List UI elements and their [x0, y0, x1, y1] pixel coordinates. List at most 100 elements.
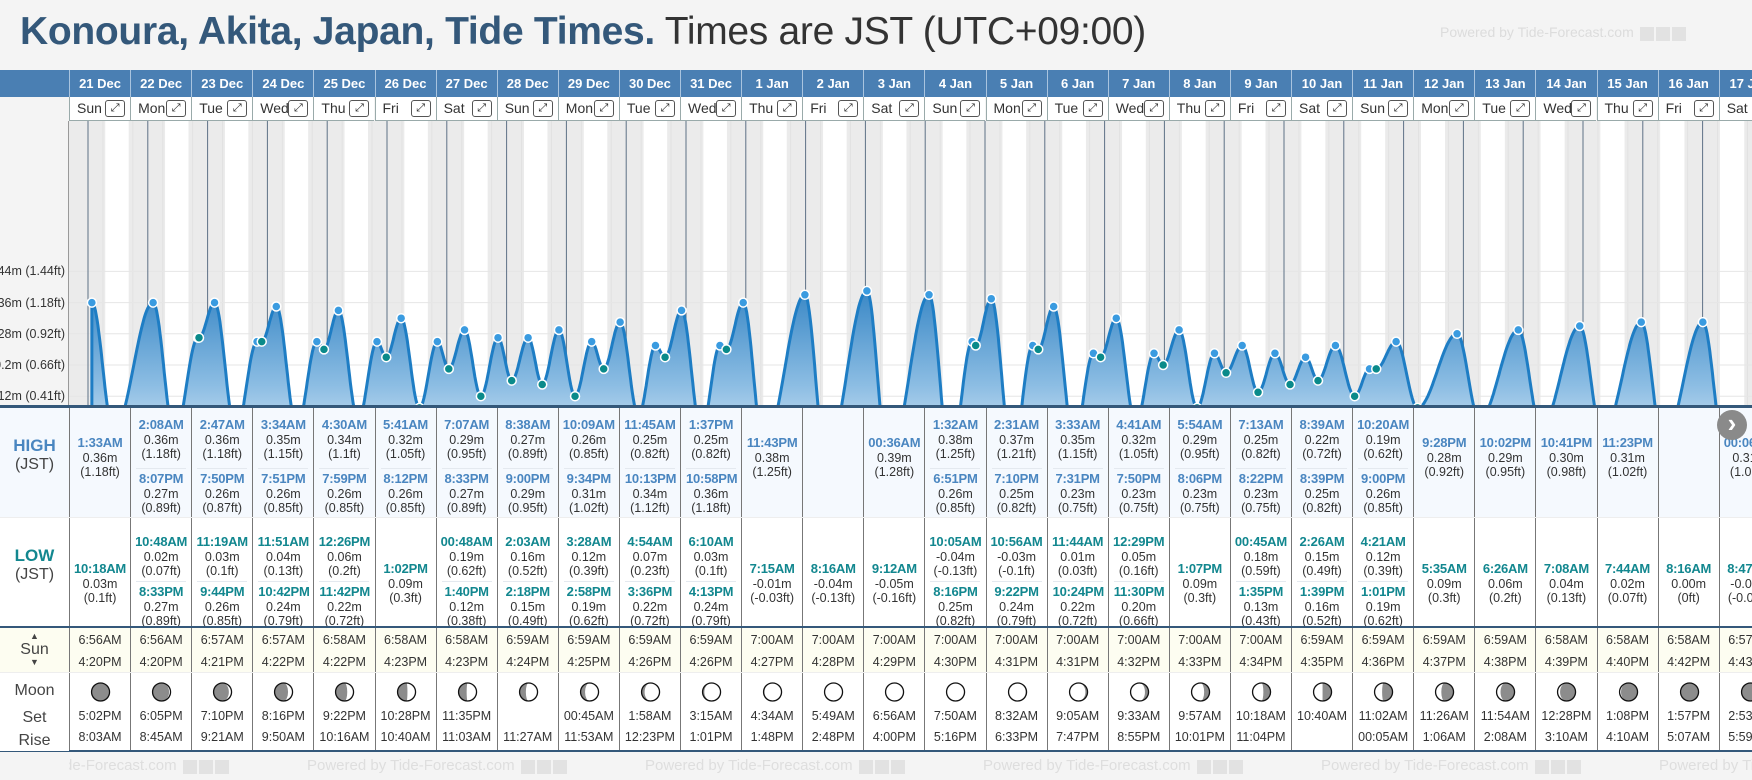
low-tide-point[interactable] — [659, 351, 671, 363]
low-tide-point[interactable] — [970, 340, 981, 351]
expand-day-icon[interactable]: ⤢ — [166, 100, 187, 117]
high-tide-point[interactable] — [492, 332, 504, 343]
expand-day-icon[interactable]: ⤢ — [899, 100, 920, 117]
expand-day-icon[interactable]: ⤢ — [960, 100, 981, 117]
high-tide-point[interactable] — [737, 297, 749, 308]
high-tide-point[interactable] — [1300, 351, 1311, 363]
high-tide-point[interactable] — [371, 336, 383, 347]
low-tide-point[interactable] — [193, 332, 205, 343]
high-tide-point[interactable] — [432, 336, 443, 347]
expand-day-icon[interactable]: ⤢ — [654, 100, 675, 117]
high-tide-point[interactable] — [1574, 320, 1585, 332]
low-tide-point[interactable] — [1157, 359, 1169, 371]
expand-day-icon[interactable]: ⤢ — [1571, 100, 1592, 117]
high-tide-point[interactable] — [1111, 312, 1122, 324]
high-tide-point[interactable] — [1390, 336, 1402, 347]
high-tide-point[interactable] — [923, 289, 935, 301]
low-tide-point[interactable] — [1370, 363, 1382, 375]
low-tide-point[interactable] — [415, 402, 424, 405]
high-tide-point[interactable] — [676, 305, 687, 316]
high-tide-point[interactable] — [1697, 316, 1709, 328]
expand-day-icon[interactable]: ⤢ — [716, 100, 737, 117]
expand-day-icon[interactable]: ⤢ — [349, 100, 370, 117]
high-tide-point[interactable] — [614, 316, 626, 328]
expand-day-icon[interactable]: ⤢ — [593, 100, 614, 117]
low-tide-point[interactable] — [1312, 375, 1324, 386]
expand-day-icon[interactable]: ⤢ — [1143, 100, 1164, 117]
expand-day-icon[interactable]: ⤢ — [105, 100, 126, 117]
high-tide-point[interactable] — [1173, 324, 1185, 336]
high-tide-point[interactable] — [522, 332, 534, 343]
low-tide-point[interactable] — [1284, 379, 1296, 390]
high-tide-point[interactable] — [861, 285, 873, 297]
powered-by-link[interactable]: Powered by Tide-Forecast.com — [1440, 24, 1688, 42]
low-tide-point[interactable] — [598, 363, 609, 375]
low-tide-point[interactable] — [256, 336, 268, 347]
high-tide-point[interactable] — [1236, 340, 1248, 351]
low-tide-point[interactable] — [1032, 344, 1044, 355]
footer-powered-by[interactable]: Powered by Tide-Forecast.com — [645, 757, 907, 775]
high-tide-point[interactable] — [586, 336, 597, 347]
low-tide-point[interactable] — [475, 390, 487, 402]
expand-day-icon[interactable]: ⤢ — [1327, 100, 1348, 117]
high-tide-point[interactable] — [1513, 324, 1524, 336]
expand-day-icon[interactable]: ⤢ — [288, 100, 309, 117]
expand-day-icon[interactable]: ⤢ — [471, 100, 492, 117]
low-tide-point[interactable] — [1252, 387, 1264, 398]
high-tide-point[interactable] — [1636, 316, 1647, 328]
expand-day-icon[interactable]: ⤢ — [1021, 100, 1042, 117]
low-tide-point[interactable] — [721, 344, 732, 355]
next-days-button[interactable]: › — [1717, 410, 1747, 440]
day-date: 15 Jan — [1596, 70, 1658, 97]
expand-day-icon[interactable]: ⤢ — [227, 100, 248, 117]
expand-day-icon[interactable]: ⤢ — [1632, 100, 1653, 117]
footer-powered-by[interactable]: Powered by Tide-Forecast.com — [1321, 757, 1583, 775]
expand-day-icon[interactable]: ⤢ — [532, 100, 553, 117]
high-tide-point[interactable] — [459, 324, 470, 336]
low-tide-point[interactable] — [381, 351, 392, 363]
low-tide-point[interactable] — [536, 379, 548, 390]
expand-day-icon[interactable]: ⤢ — [410, 100, 431, 117]
high-tide-point[interactable] — [271, 301, 282, 312]
high-tide-point[interactable] — [986, 293, 997, 304]
high-tide-point[interactable] — [86, 297, 98, 308]
high-tide-point[interactable] — [1209, 348, 1220, 359]
low-tide-point[interactable] — [1095, 351, 1106, 363]
high-tide-point[interactable] — [209, 297, 220, 308]
high-tide-point[interactable] — [1148, 348, 1160, 359]
high-tide-point[interactable] — [1048, 301, 1059, 312]
expand-day-icon[interactable]: ⤢ — [1265, 100, 1286, 117]
low-tide-point[interactable] — [1413, 402, 1422, 405]
expand-day-icon[interactable]: ⤢ — [1510, 100, 1531, 117]
low-tide-point[interactable] — [569, 390, 581, 402]
high-tide-point[interactable] — [553, 324, 565, 336]
expand-day-icon[interactable]: ⤢ — [777, 100, 798, 117]
high-tide-point[interactable] — [1269, 348, 1281, 359]
high-tide-height-ft: (1.05ft) — [1118, 447, 1159, 461]
expand-day-icon[interactable]: ⤢ — [1082, 100, 1103, 117]
high-tide-point[interactable] — [333, 305, 344, 316]
expand-day-icon[interactable]: ⤢ — [1388, 100, 1409, 117]
low-tide-point[interactable] — [1220, 367, 1232, 379]
high-tide-point[interactable] — [395, 312, 407, 324]
high-tide-cell: 2:47AM 0.36m (1.18ft) 7:50PM 0.26m (0.87ft) — [191, 408, 252, 517]
low-tide-point[interactable] — [318, 344, 330, 355]
low-tide-point[interactable] — [1349, 390, 1360, 402]
high-tide-point[interactable] — [1451, 328, 1463, 340]
high-tide-point[interactable] — [147, 297, 159, 308]
expand-day-icon[interactable]: ⤢ — [838, 100, 859, 117]
low-tide-point[interactable] — [506, 375, 517, 386]
low-tide-point[interactable] — [443, 363, 455, 375]
footer-powered-by[interactable]: Powered by Tide-Forecast.com — [983, 757, 1245, 775]
footer-powered-by[interactable]: Powered by Tide-Forecast.com — [69, 757, 231, 775]
high-tide-point[interactable] — [1330, 340, 1341, 351]
high-tide-point[interactable] — [650, 340, 661, 351]
high-tide-point[interactable] — [799, 289, 811, 301]
expand-day-icon[interactable]: ⤢ — [1449, 100, 1470, 117]
footer-powered-by[interactable]: Powered by Tide-Forecast.com — [307, 757, 569, 775]
footer-powered-by[interactable]: Powered by Tide-Forecast.com — [1659, 757, 1752, 775]
expand-day-icon[interactable]: ⤢ — [1204, 100, 1225, 117]
expand-day-icon[interactable]: ⤢ — [1693, 100, 1714, 117]
high-tide-point[interactable] — [311, 336, 323, 347]
low-tide-point[interactable] — [1192, 402, 1202, 405]
